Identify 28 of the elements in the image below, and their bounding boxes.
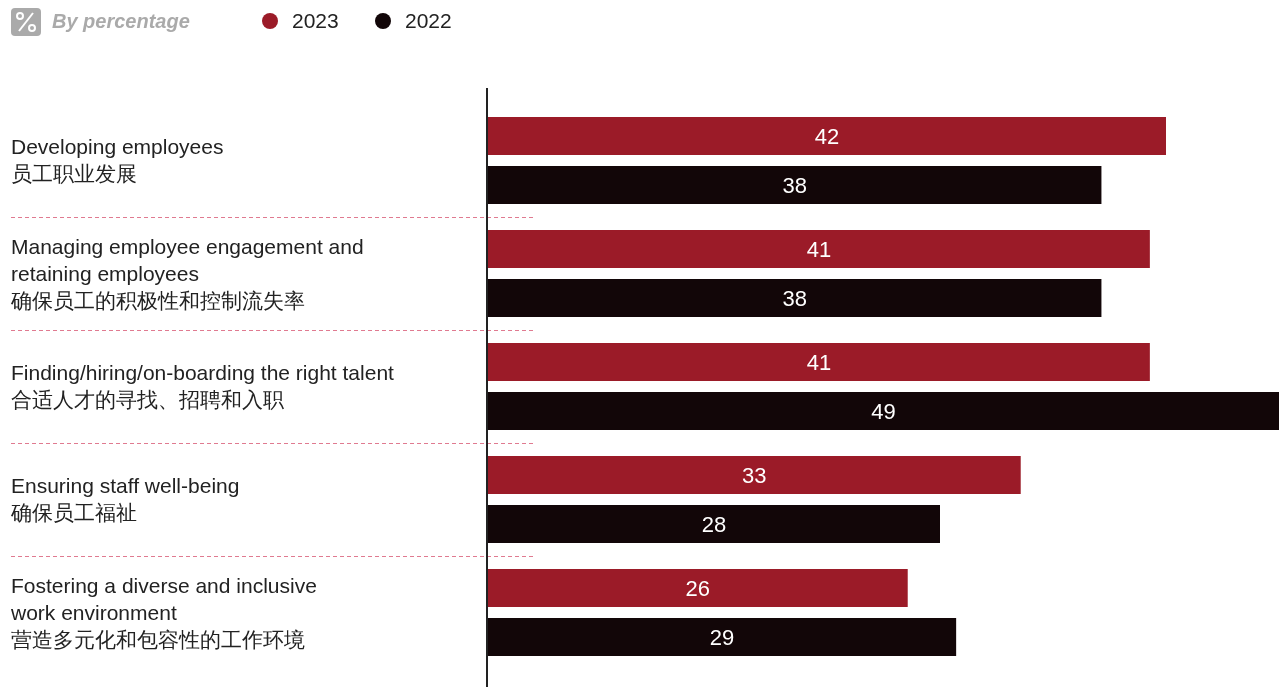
data-label: 26 [685,575,711,601]
bar [488,392,1279,430]
bar [488,569,908,607]
text: By percentage [52,10,190,32]
bar [488,166,1102,204]
data-label: 41 [806,349,832,375]
legend-label: 2023 [292,9,339,33]
data-label: 49 [871,398,896,424]
bar [488,279,1102,317]
data-label: 33 [742,462,767,488]
bar [488,343,1150,381]
y-tick-label: Managing employee engagement and retaining employees 确保员工的积极性和控制流失率 [10,234,364,312]
bar [488,117,1166,155]
bar [488,230,1150,268]
y-tick-label: Fostering a diverse and inclusive work environment 营造多元化和包容性的工作环境 [10,573,317,651]
data-label: 41 [806,236,832,262]
data-label: 42 [814,123,840,149]
legend-label: 2022 [405,9,452,33]
data-label: 38 [782,285,807,311]
y-tick-label: Finding/hiring/on-boarding the right talent 合适人才的寻找、招聘和入职 [11,361,395,412]
bar [488,505,940,543]
y-tick-label: Developing employees 员工职业发展 [11,135,224,186]
y-tick-label: Ensuring staff well-being 确保员工福祉 [10,474,240,525]
bar [488,456,1021,494]
data-label: 38 [782,172,807,198]
data-label: 29 [709,624,735,650]
data-label: 28 [701,511,727,537]
bar [488,618,957,656]
